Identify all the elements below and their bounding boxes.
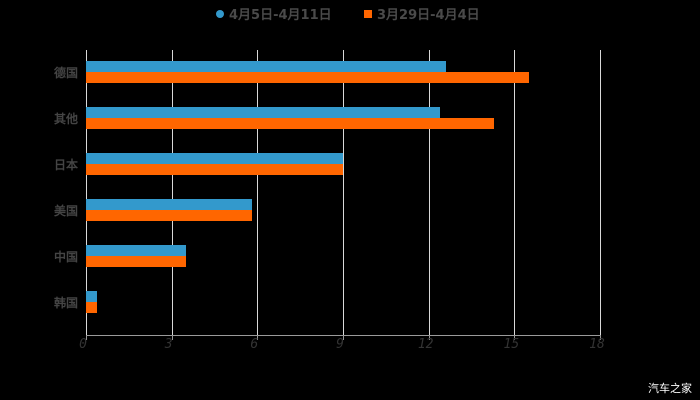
plot-area [86,50,601,335]
gridline [257,50,259,335]
category-label: 中国 [53,250,78,264]
bar[interactable] [86,302,98,313]
category-label: 其他 [53,112,78,126]
watermark: 汽车之家 [648,382,692,395]
x-tick-label: 3 [164,337,173,352]
x-tick [514,335,516,340]
legend-circle-icon [216,9,224,18]
bar[interactable] [86,107,441,118]
x-tick-label: 9 [336,337,344,352]
legend-item-series-1[interactable]: 4月5日-4月11日 [216,4,332,23]
x-tick [428,335,430,340]
x-tick [171,335,173,340]
legend-label: 3月29日-4月4日 [377,8,480,23]
x-tick [343,335,344,340]
bar[interactable] [86,256,186,267]
x-tick [86,335,87,340]
category-label: 美国 [53,204,78,218]
x-tick-label: 0 [79,337,87,352]
bar[interactable] [86,61,446,72]
gridline [428,50,430,335]
gridline [171,50,173,335]
x-tick-label: 18 [589,337,605,352]
bar[interactable] [86,153,343,164]
gridline [514,50,516,335]
legend-label: 4月5日-4月11日 [229,8,332,23]
legend-item-series-2[interactable]: 3月29日-4月4日 [364,4,480,23]
bar[interactable] [86,245,186,256]
category-label: 德国 [53,66,78,80]
bar[interactable] [86,291,98,302]
category-label: 日本 [53,158,78,172]
gridline [600,50,601,335]
gridline [343,50,344,335]
x-tick [600,335,601,340]
bar[interactable] [86,199,252,210]
x-tick-label: 6 [250,337,259,352]
bar[interactable] [86,118,495,129]
category-label: 韩国 [53,296,78,310]
x-tick-label: 15 [503,337,520,352]
x-tick [257,335,259,340]
chart-legend: 4月5日-4月11日 3月29日-4月4日 [0,4,700,24]
y-axis-line [86,50,87,335]
x-tick-label: 12 [417,337,434,352]
bar[interactable] [86,72,529,83]
bar[interactable] [86,210,252,221]
legend-square-icon [364,9,372,18]
bar[interactable] [86,164,343,175]
